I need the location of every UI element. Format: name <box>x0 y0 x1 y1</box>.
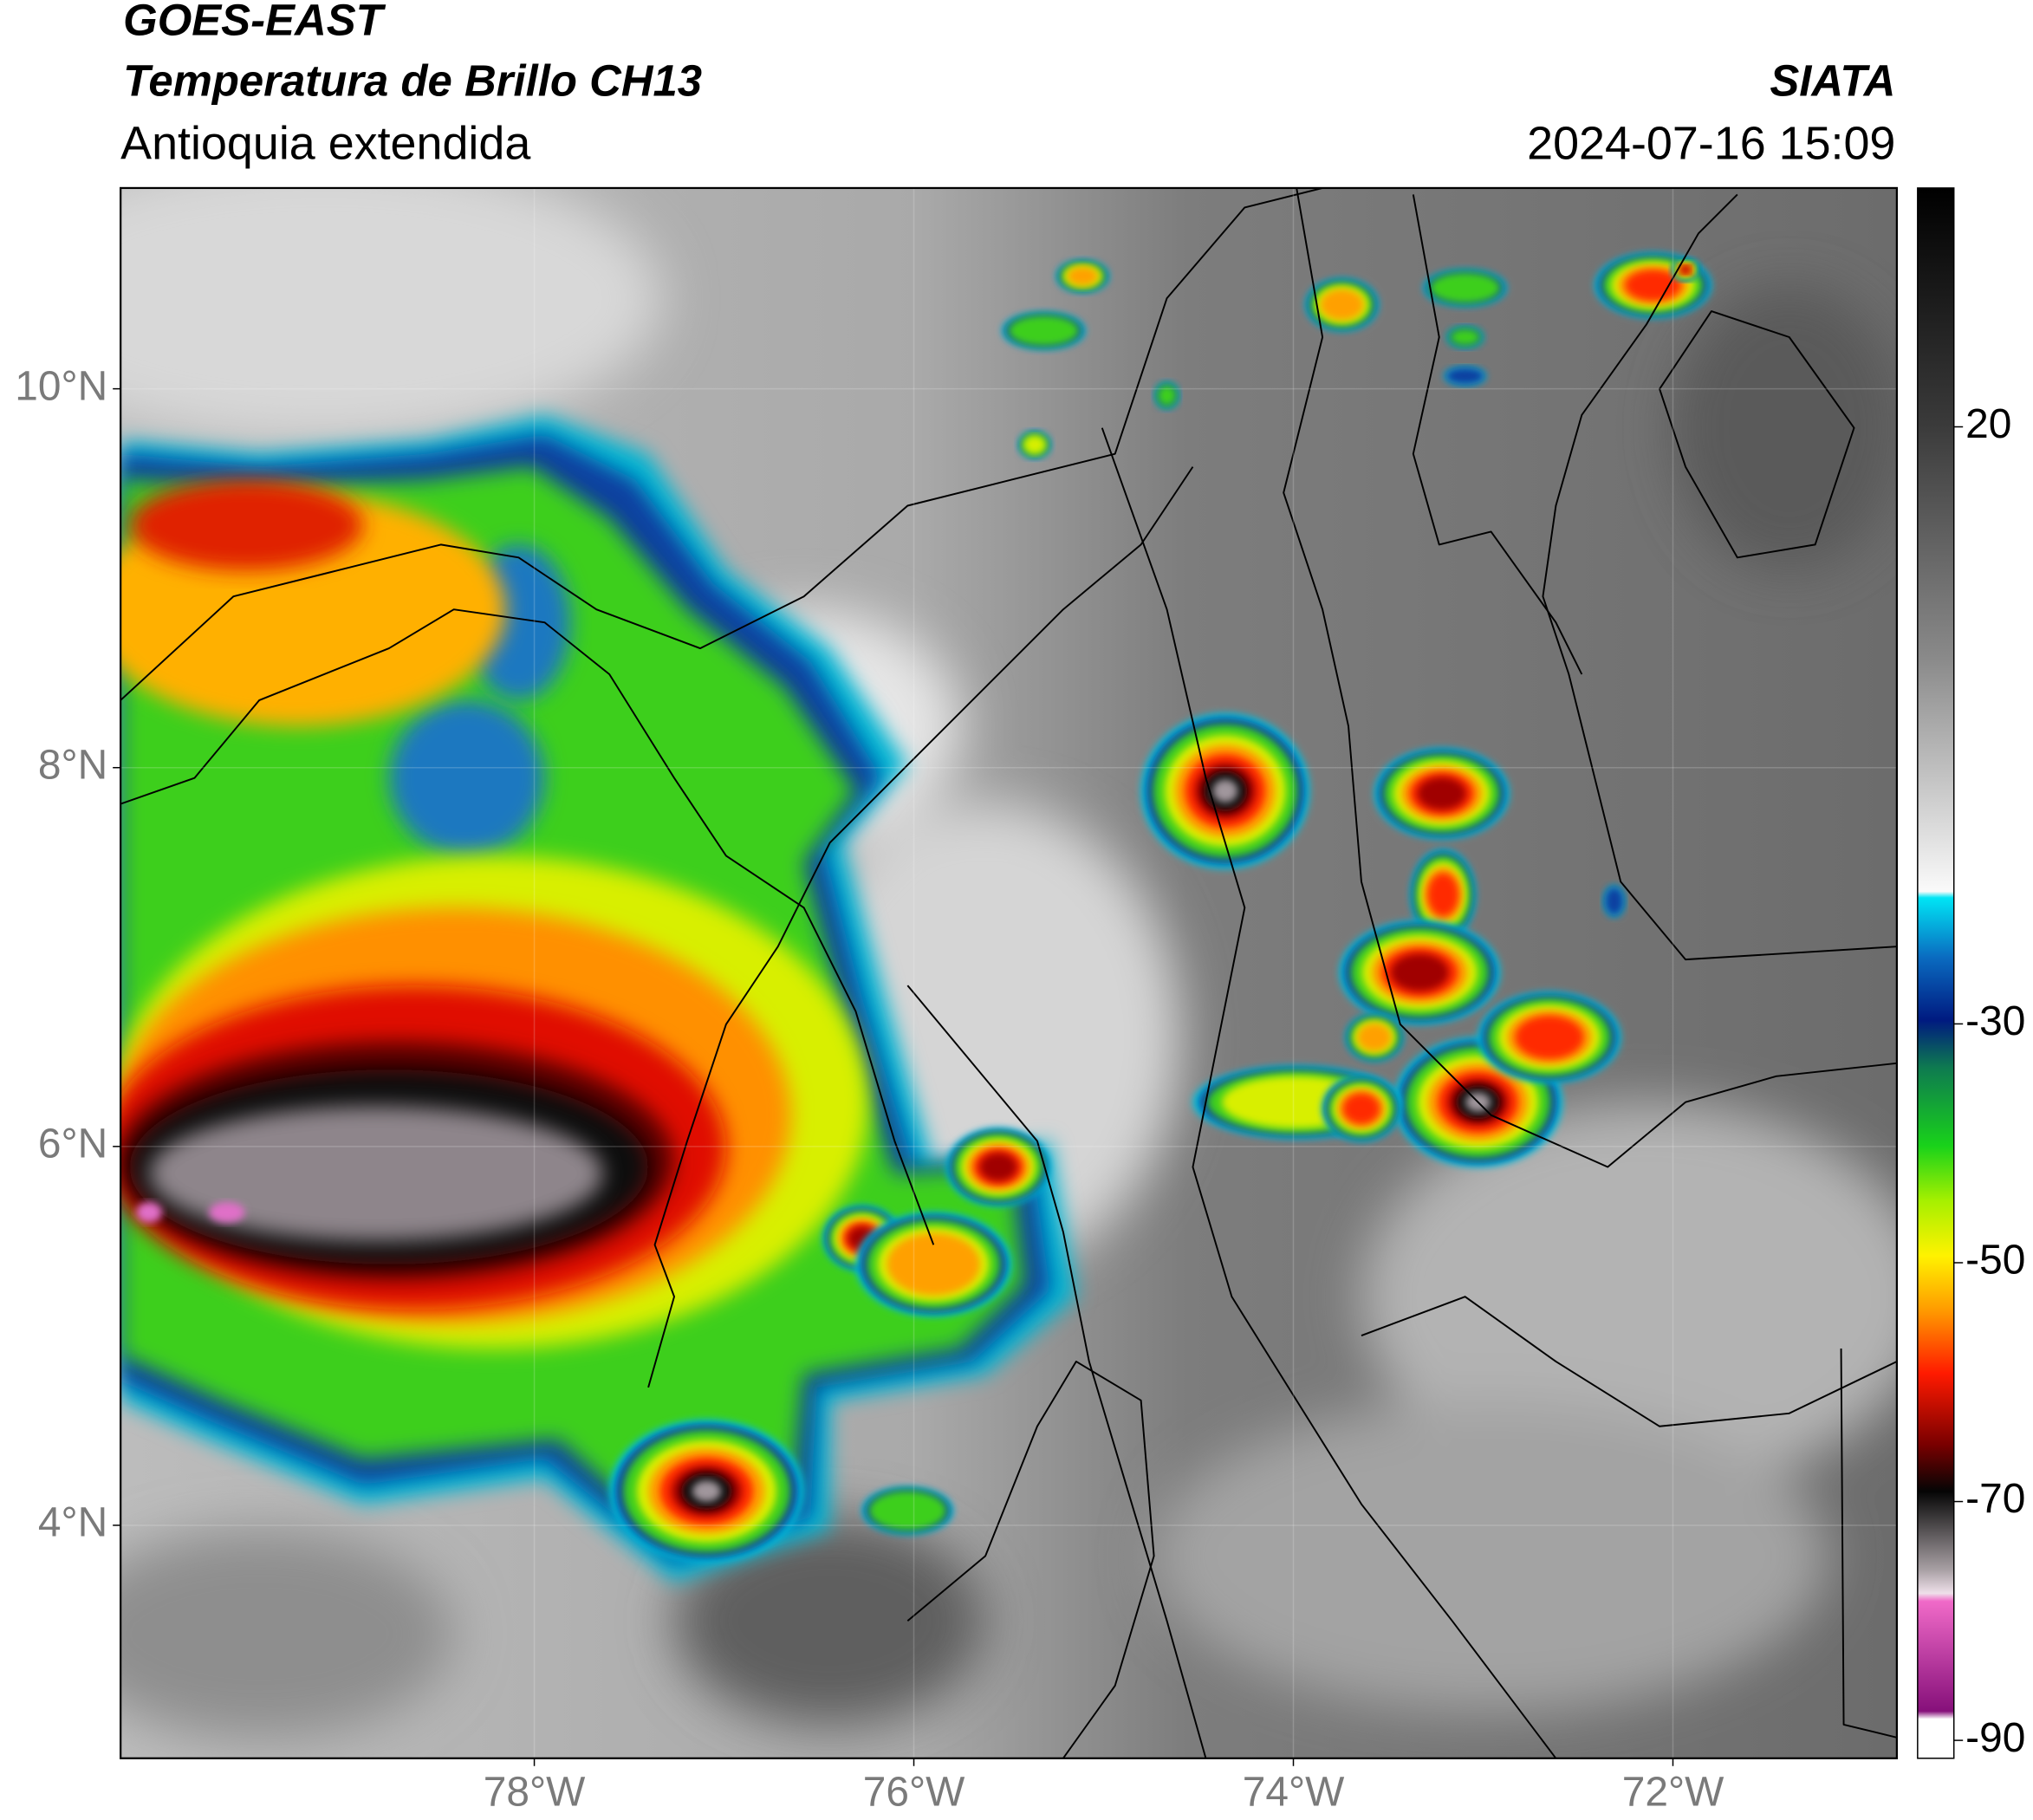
cloud-layer <box>208 1201 245 1223</box>
storm-layer <box>1604 886 1624 916</box>
x-tick-label: 74°W <box>1243 1769 1345 1815</box>
storm-layer <box>1625 270 1681 302</box>
convective-complex <box>120 414 1076 1583</box>
y-tick-label: 4°N <box>38 1500 107 1546</box>
border <box>1283 187 1897 1168</box>
map-image <box>120 187 1897 1758</box>
cloud <box>1361 1102 1897 1492</box>
storm-layer <box>1680 265 1691 274</box>
borders <box>120 187 1897 1758</box>
storm-layer <box>1449 328 1481 347</box>
border <box>120 608 935 1245</box>
cloud-layer <box>388 699 545 856</box>
storm-layer <box>868 1490 947 1531</box>
cloud <box>1153 1400 1828 1712</box>
x-tick-label: 72°W <box>1622 1769 1724 1815</box>
storm-layer <box>1320 289 1364 321</box>
border <box>120 187 1323 701</box>
colorbar-tick-label: -70 <box>1965 1476 2025 1522</box>
storm-layer <box>1357 1023 1392 1052</box>
border <box>1412 194 1583 675</box>
colorbar <box>1917 187 1955 1759</box>
colorbar-tick-label: -90 <box>1965 1715 2025 1761</box>
border <box>1101 427 1557 1758</box>
cloud <box>1673 285 1897 571</box>
cloud <box>120 1530 454 1738</box>
cloud-layer <box>136 1201 163 1223</box>
storm-layer <box>1417 777 1466 810</box>
storm-layer <box>1008 315 1080 347</box>
storm-layer <box>1023 435 1046 454</box>
cloud-layer <box>129 479 363 571</box>
border <box>906 985 1207 1758</box>
product-title: Temperatura de Brillo CH13 <box>123 56 702 106</box>
source-label: SIATA <box>1770 56 1895 106</box>
colorbar-tick-label: 20 <box>1965 401 2011 447</box>
border <box>1361 1296 1897 1427</box>
colorbar-tick-label: -50 <box>1965 1238 2025 1284</box>
border <box>647 466 1194 1388</box>
storm-layer <box>1212 779 1238 803</box>
y-tick-label: 8°N <box>38 742 107 788</box>
storm-layer <box>1156 384 1178 407</box>
storm-layer <box>1067 266 1099 286</box>
y-tick-label: 6°N <box>38 1121 107 1167</box>
storm-layer <box>1390 953 1449 991</box>
border <box>1542 193 1897 961</box>
axes: 10°N 8°N 6°N 4°N 78°W 76°W 74°W 72°W 20 -30 -50 -70… <box>15 363 2025 1815</box>
border <box>1840 1348 1897 1739</box>
border <box>1659 310 1855 559</box>
map-frame <box>120 186 1899 1759</box>
datetime-label: 2024-07-16 15:09 <box>1527 117 1895 169</box>
grid <box>120 187 1897 1758</box>
colorbar-tick-label: -30 <box>1965 998 2025 1044</box>
y-tick-label: 10°N <box>15 363 107 409</box>
storm-layer <box>887 1232 981 1296</box>
cloud <box>674 1517 986 1725</box>
cloud <box>120 187 661 441</box>
storm-layer <box>1445 367 1485 385</box>
x-tick-label: 76°W <box>863 1769 965 1815</box>
storm-layer <box>692 1480 722 1502</box>
satellite-title: GOES-EAST <box>123 0 386 44</box>
region-subtitle: Antioquia extendida <box>120 117 530 169</box>
x-tick-label: 78°W <box>484 1769 586 1815</box>
storm-layer <box>1429 272 1501 304</box>
storm-layer <box>1515 1015 1584 1060</box>
storm-layer <box>1342 1093 1380 1125</box>
cloud-layer <box>149 1106 603 1241</box>
border <box>906 1360 1155 1758</box>
storm-layer <box>1427 873 1459 917</box>
storm-layer <box>979 1153 1017 1181</box>
